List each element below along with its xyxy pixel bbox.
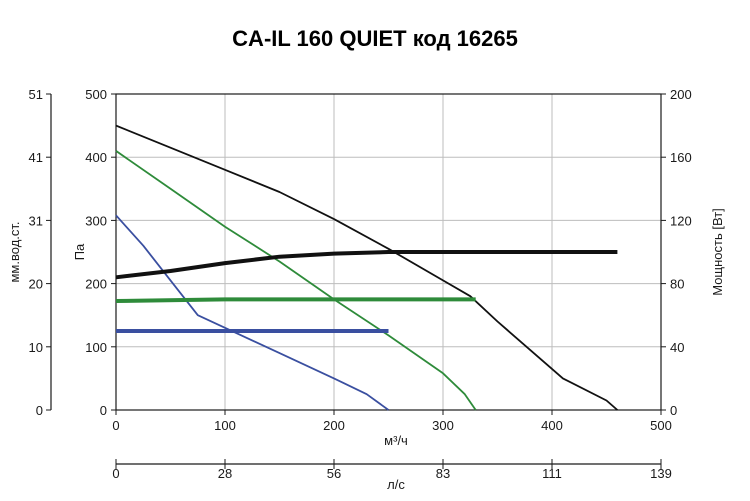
x-axis-label: м³/ч — [384, 433, 408, 448]
x2-tick-label: 111 — [542, 466, 562, 481]
power-curve-3 — [115, 250, 618, 280]
y-right-tick-label: 200 — [670, 87, 692, 102]
grid — [116, 94, 661, 410]
y-outer-tick-label: 0 — [36, 403, 43, 418]
y-outer-axis-label: мм.вод.ст. — [7, 221, 22, 282]
y-outer-tick-label: 31 — [29, 213, 43, 228]
y-tick-label: 200 — [85, 277, 107, 292]
x-tick-label: 0 — [112, 418, 119, 433]
power-curve-4 — [115, 297, 476, 303]
y-tick-label: 300 — [85, 213, 107, 228]
x2-tick-label: 83 — [436, 466, 450, 481]
x2-tick-label: 0 — [112, 466, 119, 481]
pressure-curve-0 — [115, 124, 618, 411]
x2-tick-label: 28 — [218, 466, 232, 481]
pressure-curve-2 — [115, 214, 390, 411]
x2-tick-label: 139 — [650, 466, 672, 481]
x-tick-label: 400 — [541, 418, 563, 433]
chart-title: CA-IL 160 QUIET код 16265 — [232, 26, 518, 51]
y-axis-label: Па — [72, 243, 87, 260]
y-axis-ticks: 0 100 200 300 400 500 — [85, 87, 116, 418]
y-outer-tick-label: 41 — [29, 150, 43, 165]
y-tick-label: 500 — [85, 87, 107, 102]
y-outer-tick-label: 20 — [29, 277, 43, 292]
x-axis-ticks: 0 100 200 300 400 500 — [112, 410, 672, 433]
x-tick-label: 300 — [432, 418, 454, 433]
x2-axis-ticks: 0 28 56 83 111 139 — [112, 459, 672, 481]
y-tick-label: 0 — [100, 403, 107, 418]
y-right-tick-label: 160 — [670, 150, 692, 165]
y-right-tick-label: 80 — [670, 277, 684, 292]
y-right-tick-label: 0 — [670, 403, 677, 418]
x2-axis-label: л/с — [387, 477, 405, 492]
y-outer-tick-label: 10 — [29, 340, 43, 355]
y-outer-axis-ticks: 0 10 20 31 41 51 — [29, 87, 51, 418]
y-right-tick-label: 120 — [670, 213, 692, 228]
x2-tick-label: 56 — [327, 466, 341, 481]
y-right-tick-label: 40 — [670, 340, 684, 355]
x-tick-label: 200 — [323, 418, 345, 433]
x-tick-label: 500 — [650, 418, 672, 433]
series-layer — [115, 124, 618, 411]
x-tick-label: 100 — [214, 418, 236, 433]
y-outer-tick-label: 51 — [29, 87, 43, 102]
y-tick-label: 100 — [85, 340, 107, 355]
y-right-axis-ticks: 0 40 80 120 160 200 — [661, 87, 692, 418]
y-tick-label: 400 — [85, 150, 107, 165]
y-right-axis-label: Мощность [Вт] — [710, 208, 725, 296]
